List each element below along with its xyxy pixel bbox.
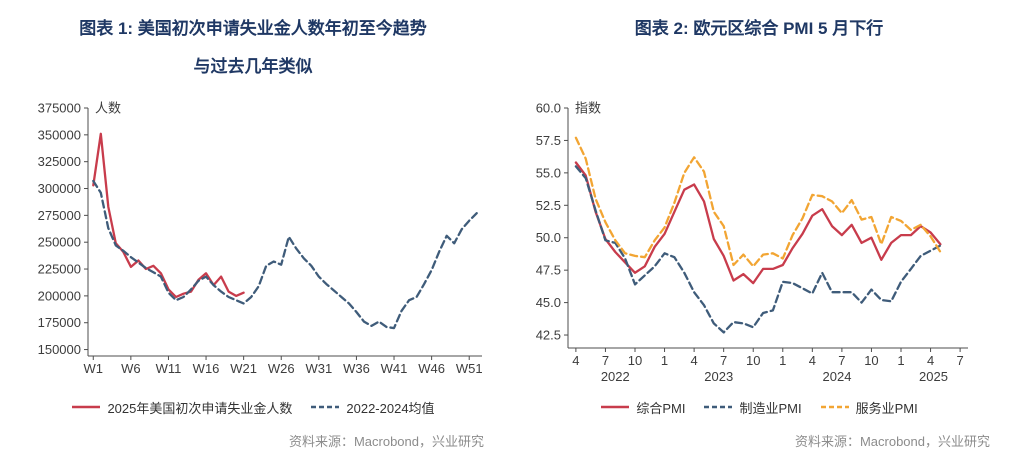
year-label: 2025 [919, 369, 948, 384]
x-tick-label: 10 [628, 353, 642, 368]
x-tick-label: W46 [418, 361, 445, 376]
chart2-title-line1: 图表 2: 欧元区综合 PMI 5 月下行 [634, 19, 884, 38]
x-tick-label: W21 [230, 361, 257, 376]
manufacturing-pmi-legend-label: 制造业PMI [739, 400, 802, 416]
year-label: 2022 [601, 369, 630, 384]
axis-unit-label: 人数 [95, 101, 121, 116]
x-tick-label: W6 [121, 361, 141, 376]
x-tick-label: 7 [602, 353, 609, 368]
x-tick-label: 7 [838, 353, 845, 368]
x-tick-label: 4 [809, 353, 816, 368]
mean-2022-2024-line [92, 179, 478, 330]
services-pmi-legend-swatch [820, 405, 849, 409]
axis-unit-label: 指数 [575, 101, 601, 116]
year-label: 2024 [823, 369, 852, 384]
x-tick-label: W1 [84, 361, 104, 376]
x-tick-label: W11 [156, 361, 182, 376]
y-tick-label: 52.5 [536, 198, 561, 213]
composite-pmi-line [574, 161, 942, 285]
y-tick-label: 150000 [38, 342, 81, 357]
x-tick-label: 4 [690, 353, 697, 368]
chart1-title-line2: 与过去几年类似 [193, 57, 313, 76]
x-tick-label: W31 [305, 361, 332, 376]
chart2-area: 42.5 45.0 47.5 50.0 52.5 55.0 57.5 60.0 4 7 10 1 4 7 1… [506, 94, 1012, 395]
chart1-plot: 150000 175000 200000 225000 250000 275000 3000… [38, 101, 483, 377]
y-tick-label: 57.5 [536, 133, 561, 148]
x-tick-label: 4 [572, 353, 579, 368]
chart2-panel: 图表 2: 欧元区综合 PMI 5 月下行 42.5 45.0 47.5 50.0 52… [506, 0, 1012, 473]
services-pmi-legend-item: 服务业PMI [820, 398, 918, 417]
y-tick-label: 350000 [38, 127, 81, 142]
composite-pmi-legend-label: 综合PMI [636, 400, 686, 416]
chart1-title: 图表 1: 美国初次申请失业金人数年初至今趋势 与过去几年类似 [0, 10, 506, 94]
claims-2025-legend-swatch [72, 405, 101, 409]
mean-2022-2024-legend-swatch [311, 405, 340, 409]
y-tick-label: 47.5 [536, 263, 561, 278]
x-tick-label: 10 [746, 353, 760, 368]
x-tick-label: 1 [661, 353, 668, 368]
manufacturing-pmi-legend-item: 制造业PMI [703, 398, 802, 417]
manufacturing-pmi-legend-swatch [704, 405, 733, 409]
y-tick-label: 225000 [38, 262, 81, 277]
x-tick-label: 7 [957, 353, 964, 368]
x-tick-label: W26 [268, 361, 295, 376]
services-pmi-legend-label: 服务业PMI [855, 400, 918, 416]
chart2-plot: 42.5 45.0 47.5 50.0 52.5 55.0 57.5 60.0 4 7 10 1 4 7 1… [536, 101, 968, 384]
chart1-legend: 2025年美国初次申请失业金人数 2022-2024均值 [0, 395, 506, 419]
mean-2022-2024-legend-item: 2022-2024均值 [310, 398, 435, 417]
chart1-area: 150000 175000 200000 225000 250000 275000 3000… [0, 94, 506, 395]
x-tick-label: 1 [897, 353, 904, 368]
y-tick-label: 55.0 [536, 165, 561, 180]
chart2-title: 图表 2: 欧元区综合 PMI 5 月下行 [506, 10, 1012, 94]
x-tick-label: W51 [456, 361, 483, 376]
chart2-source: 资料来源：Macrobond，兴业研究 [794, 434, 990, 449]
composite-pmi-legend-swatch [601, 405, 630, 409]
claims-2025-legend-item: 2025年美国初次申请失业金人数 [71, 398, 292, 417]
composite-pmi-legend-item: 综合PMI [600, 398, 685, 417]
y-tick-label: 50.0 [536, 230, 561, 245]
x-tick-label: 10 [864, 353, 878, 368]
x-tick-label: 4 [927, 353, 934, 368]
mean-2022-2024-legend-label: 2022-2024均值 [346, 400, 435, 416]
x-tick-label: W36 [343, 361, 370, 376]
y-tick-label: 175000 [38, 315, 81, 330]
y-tick-label: 45.0 [536, 295, 561, 310]
manufacturing-pmi-line [574, 165, 942, 334]
chart1-source: 资料来源：Macrobond，兴业研究 [288, 434, 484, 449]
x-tick-label: W41 [381, 361, 408, 376]
chart1-title-line1: 图表 1: 美国初次申请失业金人数年初至今趋势 [79, 19, 427, 38]
y-tick-label: 300000 [38, 181, 81, 196]
y-tick-label: 60.0 [536, 101, 561, 116]
year-label: 2023 [704, 369, 733, 384]
y-tick-label: 42.5 [536, 328, 561, 343]
y-tick-label: 375000 [38, 101, 81, 116]
claims-2025-legend-label: 2025年美国初次申请失业金人数 [107, 400, 293, 416]
x-tick-label: 7 [720, 353, 727, 368]
y-tick-label: 250000 [38, 235, 81, 250]
chart2-legend: 综合PMI 制造业PMI 服务业PMI [506, 395, 1012, 419]
y-tick-label: 325000 [38, 154, 81, 169]
claims-2025-line [92, 132, 245, 299]
chart1-panel: 图表 1: 美国初次申请失业金人数年初至今趋势 与过去几年类似 150000 17… [0, 10, 506, 449]
y-tick-label: 200000 [38, 288, 81, 303]
x-tick-label: W16 [193, 361, 220, 376]
x-tick-label: 1 [779, 353, 786, 368]
y-tick-label: 275000 [38, 208, 81, 223]
services-pmi-line [574, 136, 942, 268]
